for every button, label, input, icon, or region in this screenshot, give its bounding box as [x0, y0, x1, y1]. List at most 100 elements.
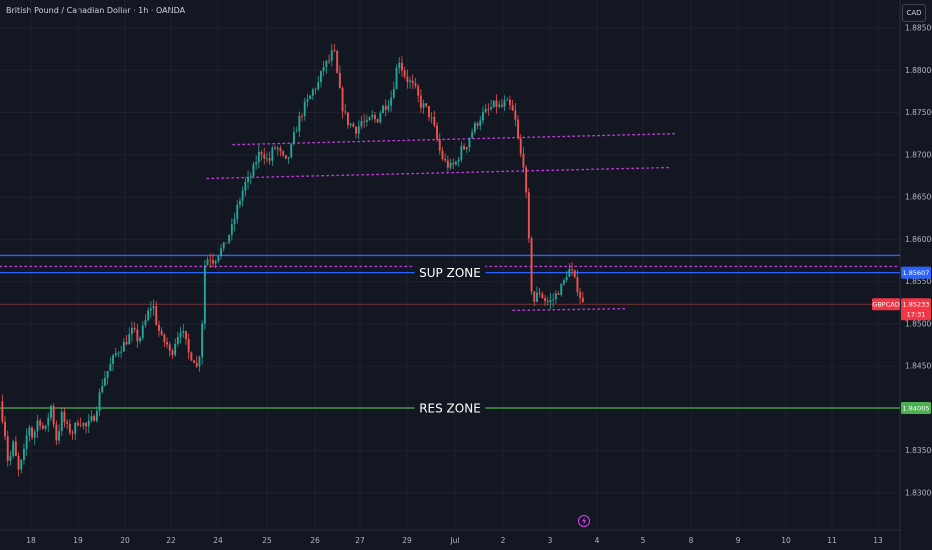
candle-body [457, 159, 460, 162]
candle-body [125, 342, 128, 345]
countdown-label: 17:31 [907, 311, 926, 319]
candle-body [9, 455, 12, 461]
candle-body [390, 97, 393, 106]
candle-body [1, 401, 4, 422]
current-price-tag: 1.85233 [903, 301, 930, 309]
candle-body [244, 181, 247, 191]
price-tick-label: 1.88500 [905, 24, 932, 33]
candle-body [249, 176, 252, 178]
candle-body [419, 95, 422, 108]
candle-body [128, 334, 131, 345]
candle-body [349, 123, 352, 126]
candle-body [274, 147, 276, 149]
candle-body [406, 76, 409, 82]
candle-body [144, 320, 147, 326]
current-price-tag-bg [901, 298, 931, 321]
candle-body [517, 119, 519, 139]
candle-body [141, 325, 144, 338]
candle-body [109, 363, 112, 371]
candle-body [503, 100, 506, 107]
price-axis[interactable]: 1.88500 1.88000 1.87500 1.87000 1.86500 1.860… [905, 24, 932, 498]
res-zone-label-bg [414, 400, 486, 417]
candle-body [68, 423, 71, 433]
time-tick-label: 11 [827, 536, 837, 545]
candle-body [403, 70, 406, 77]
support-price-tag-bg [901, 266, 931, 279]
candle-body [365, 120, 368, 122]
candle-body [136, 329, 139, 342]
candle-body [166, 341, 168, 345]
candle-body [579, 292, 582, 298]
candle-body [414, 83, 417, 87]
candle-body [163, 334, 166, 342]
candle-body [198, 357, 201, 367]
candle-body [158, 324, 160, 331]
candle-body [55, 424, 58, 441]
candle-body [330, 50, 333, 61]
candle-body [473, 123, 476, 133]
candle-body [60, 411, 63, 432]
candle-body [236, 204, 239, 220]
candle-body [50, 405, 52, 418]
zone-labels: SUP ZONE RES ZONE [414, 264, 486, 417]
candle-body [536, 292, 538, 302]
candle-body [222, 242, 225, 249]
candle-body [355, 126, 357, 134]
candle-body [433, 116, 436, 126]
candle-body [82, 423, 85, 426]
candle-body [195, 362, 198, 367]
candle-body [47, 417, 50, 426]
candle-body [568, 269, 571, 277]
candle-body [230, 224, 233, 235]
candle-body [104, 377, 106, 386]
candle-body [576, 277, 579, 293]
candle-body [255, 162, 258, 165]
candle-body [336, 50, 339, 73]
lightning-icon [578, 515, 590, 527]
time-tick-label: 5 [641, 536, 646, 545]
candle-body [311, 89, 314, 96]
candle-body [287, 156, 290, 159]
candle-body [557, 293, 560, 295]
symbol-tag-bg [872, 298, 900, 311]
candle-body [541, 293, 544, 299]
candle-body [455, 161, 457, 165]
candle-body [193, 360, 195, 363]
candle-body [298, 116, 301, 132]
candle-body [279, 147, 282, 152]
candle-body [36, 420, 39, 432]
candle-body [519, 138, 522, 154]
candle-body [93, 416, 96, 421]
candle-body [28, 427, 31, 436]
candle-body [12, 441, 15, 456]
candle-body [465, 147, 468, 150]
price-tick-label: 1.87000 [905, 150, 932, 159]
candle-body [371, 114, 374, 118]
candle-body [214, 260, 217, 264]
candle-body [185, 331, 187, 340]
time-axis[interactable]: 18 19 20 22 24 25 26 27 29 Jul 2 3 4 5 8 9 10 11 13 [26, 536, 883, 545]
candle-body [203, 265, 206, 324]
candle-body [533, 291, 536, 302]
candle-body [563, 280, 565, 284]
candle-body [463, 146, 465, 150]
candle-body [139, 337, 141, 342]
candle-body [417, 86, 420, 96]
candle-body [360, 121, 363, 127]
currency-button[interactable]: CAD [902, 4, 926, 22]
time-tick-label: 2 [501, 536, 506, 545]
candle-body [114, 353, 117, 356]
candle-body [538, 292, 541, 294]
sup-zone-label: SUP ZONE [419, 266, 481, 280]
time-tick-label: 24 [213, 536, 223, 545]
candle-body [257, 151, 260, 163]
candle-body [549, 300, 552, 302]
time-tick-label: 10 [781, 536, 791, 545]
candle-body [552, 299, 555, 301]
candle-body [509, 99, 511, 106]
candle-body [168, 344, 171, 351]
price-tick-label: 1.85500 [905, 277, 932, 286]
candle-body [252, 164, 255, 177]
time-tick-label: Jul [449, 536, 459, 545]
